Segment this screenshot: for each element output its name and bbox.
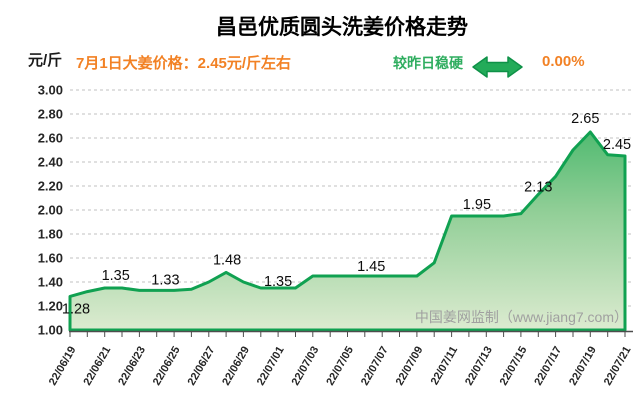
x-tick-label: 22/07/05 [324,345,356,388]
x-tick-label: 22/06/23 [116,345,148,388]
x-tick-label: 22/07/01 [255,345,287,388]
data-label: 1.33 [151,272,179,288]
x-tick-label: 22/07/21 [602,345,634,388]
trend-percent: 0.00% [542,53,585,70]
x-tick-label: 22/06/25 [151,345,183,388]
y-tick-label: 1.80 [38,227,63,242]
trend-status-label: 较昨日稳硬 [393,55,463,71]
x-tick-label: 22/06/29 [220,345,252,388]
x-tick-label: 22/07/15 [498,345,530,388]
y-axis-labels: 1.00 1.20 1.40 1.60 1.80 2.00 2.20 2.40 2.60 2.80… [38,83,63,338]
y-axis-unit-label: 元/斤 [28,52,63,69]
x-tick-label: 22/07/13 [463,345,495,388]
data-labels: 1.28 1.35 1.33 1.48 1.35 1.45 1.95 2.13 2.652.45 [62,111,631,317]
y-tick-label: 1.60 [38,251,63,266]
data-label: 1.95 [463,197,491,213]
x-tick-label: 22/06/21 [81,345,113,388]
data-label: 1.48 [213,252,241,268]
data-label: 2.13 [524,179,552,195]
x-tick-label: 22/06/19 [47,345,79,388]
data-label: 1.35 [264,274,292,290]
x-tick-label: 22/07/09 [394,345,426,388]
y-tick-label: 1.40 [38,275,63,290]
data-label: 2.65 [571,111,599,127]
x-tick-label: 22/07/03 [290,345,322,388]
x-tick-label: 22/07/19 [567,345,599,388]
price-note: 7月1日大姜价格：2.45元/斤左右 [76,55,292,72]
y-tick-label: 2.00 [38,203,63,218]
data-label: 2.45 [603,137,631,153]
y-tick-label: 2.80 [38,107,63,122]
double-arrow-shape [472,56,523,78]
x-tick-label: 22/07/07 [359,345,391,388]
x-tick-label: 22/06/27 [186,345,218,388]
y-tick-label: 3.00 [38,83,63,98]
x-tick-label: 22/07/17 [532,345,564,388]
page-title: 昌邑优质圆头洗姜价格走势 [216,16,468,39]
data-label: 1.35 [102,268,130,284]
y-tick-label: 2.60 [38,131,63,146]
y-tick-label: 1.20 [38,299,63,314]
trend-arrow-icon [472,56,523,78]
x-axis-labels: 22/06/19 22/06/21 22/06/23 22/06/25 22/06/27… [47,345,634,388]
y-tick-label: 2.20 [38,179,63,194]
price-area [68,130,627,332]
data-label: 1.28 [62,301,90,317]
x-tick-label: 22/07/11 [429,345,461,388]
watermark: 中国姜网监制（www.jiang7.com） [415,309,628,325]
y-tick-label: 2.40 [38,155,63,170]
x-axis-ticks [69,331,626,337]
y-tick-label: 1.00 [38,323,63,338]
data-label: 1.45 [357,259,385,275]
